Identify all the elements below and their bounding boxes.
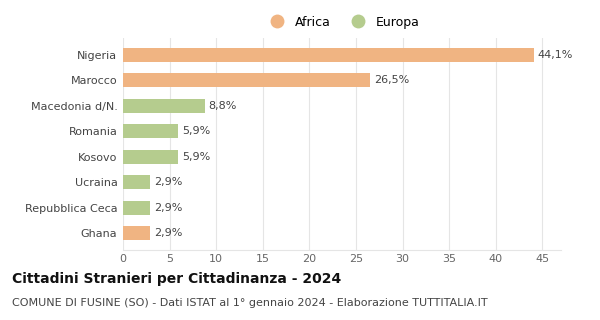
Text: 44,1%: 44,1% bbox=[538, 50, 573, 60]
Bar bbox=[123, 73, 370, 87]
Text: 5,9%: 5,9% bbox=[182, 126, 210, 136]
Bar bbox=[123, 99, 205, 113]
Text: 8,8%: 8,8% bbox=[209, 101, 237, 111]
Bar bbox=[123, 175, 150, 189]
Bar bbox=[123, 150, 178, 164]
Text: 26,5%: 26,5% bbox=[374, 76, 409, 85]
Text: 2,9%: 2,9% bbox=[154, 203, 182, 212]
Text: COMUNE DI FUSINE (SO) - Dati ISTAT al 1° gennaio 2024 - Elaborazione TUTTITALIA.: COMUNE DI FUSINE (SO) - Dati ISTAT al 1°… bbox=[12, 298, 488, 308]
Bar bbox=[123, 48, 534, 62]
Bar bbox=[123, 201, 150, 215]
Text: 2,9%: 2,9% bbox=[154, 228, 182, 238]
Bar bbox=[123, 226, 150, 240]
Bar bbox=[123, 124, 178, 138]
Text: 5,9%: 5,9% bbox=[182, 152, 210, 162]
Text: Cittadini Stranieri per Cittadinanza - 2024: Cittadini Stranieri per Cittadinanza - 2… bbox=[12, 272, 341, 286]
Legend: Africa, Europa: Africa, Europa bbox=[260, 11, 424, 34]
Text: 2,9%: 2,9% bbox=[154, 177, 182, 187]
